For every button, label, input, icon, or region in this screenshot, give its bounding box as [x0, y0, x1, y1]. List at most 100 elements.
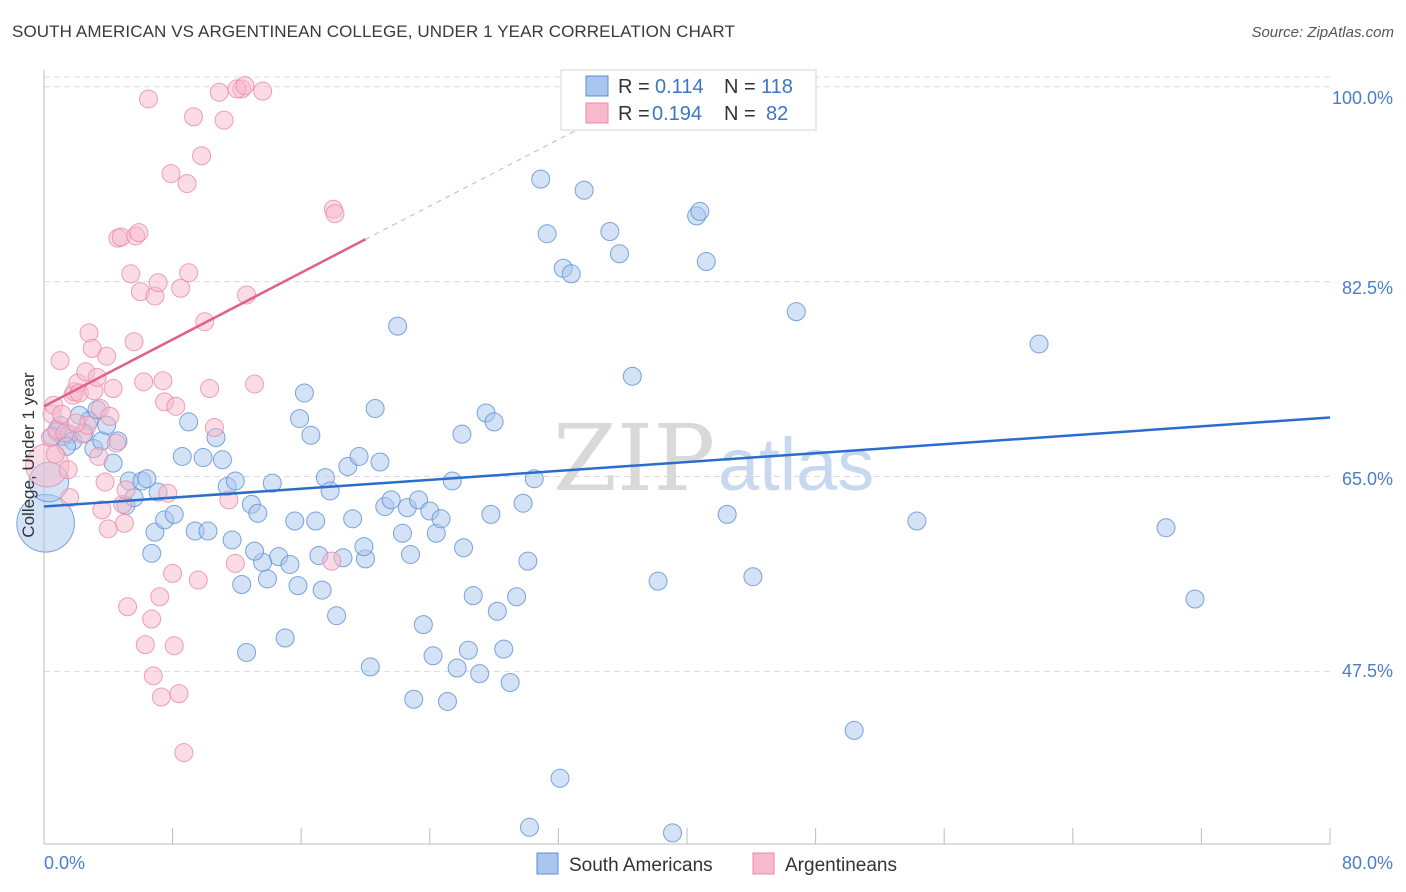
series-swatch-argentineans	[752, 852, 775, 875]
trend-lines	[43, 114, 1331, 508]
data-point	[537, 224, 557, 244]
data-point	[219, 490, 239, 510]
data-point	[58, 460, 78, 480]
data-point	[225, 471, 245, 491]
data-point	[177, 174, 197, 194]
data-point	[458, 640, 478, 660]
chart-title: SOUTH AMERICAN VS ARGENTINEAN COLLEGE, U…	[12, 22, 735, 41]
data-point	[192, 146, 212, 166]
data-point	[163, 563, 183, 583]
x-ticks	[43, 828, 1331, 844]
data-point	[193, 448, 213, 468]
data-point	[169, 684, 189, 704]
data-point	[494, 639, 514, 659]
data-point	[60, 488, 80, 508]
data-point	[519, 817, 539, 837]
data-point	[164, 504, 184, 524]
watermark-atlas: atlas	[718, 423, 874, 506]
y-tick-label: 47.5%	[1342, 661, 1393, 681]
data-point	[404, 689, 424, 709]
y-tick-label: 65.0%	[1342, 469, 1393, 489]
data-point	[66, 413, 86, 433]
data-point	[45, 444, 65, 464]
data-point	[487, 601, 507, 621]
trend-line-south-americans	[43, 416, 1331, 508]
data-point	[360, 657, 380, 677]
data-point	[531, 169, 551, 189]
data-point	[198, 521, 218, 541]
legend-r-label: R =	[618, 103, 650, 125]
data-point	[137, 469, 157, 489]
data-point	[690, 201, 710, 221]
legend-swatch-blue	[585, 75, 609, 97]
data-point	[413, 615, 433, 635]
data-point	[600, 221, 620, 241]
data-point	[98, 519, 118, 539]
data-point	[454, 538, 474, 558]
data-point	[164, 636, 184, 656]
data-point	[518, 551, 538, 571]
data-point	[437, 691, 457, 711]
y-tick-label: 82.5%	[1342, 278, 1393, 298]
data-point	[507, 587, 527, 607]
data-point	[103, 379, 123, 399]
data-point	[151, 687, 171, 707]
series-swatch-south-americans	[536, 852, 559, 875]
data-point	[248, 503, 268, 523]
data-point	[325, 204, 345, 224]
data-point	[550, 768, 570, 788]
series-label-south-americans: South Americans	[569, 855, 713, 876]
data-point	[907, 511, 927, 531]
data-point	[212, 450, 232, 470]
data-point	[392, 523, 412, 543]
data-point	[214, 110, 234, 130]
data-point	[188, 570, 208, 590]
data-point	[447, 658, 467, 678]
data-point	[200, 379, 220, 399]
data-point	[172, 446, 192, 466]
data-point	[648, 571, 668, 591]
data-point	[322, 551, 342, 571]
data-point	[290, 409, 310, 429]
data-point	[124, 332, 144, 352]
data-point	[320, 481, 340, 501]
legend-n-value: 82	[766, 103, 788, 125]
data-point	[262, 473, 282, 493]
data-point	[171, 278, 191, 298]
data-point	[235, 76, 255, 96]
data-point	[1029, 334, 1049, 354]
data-point	[354, 537, 374, 557]
data-point	[513, 493, 533, 513]
legend-n-label: N =	[724, 76, 756, 98]
data-point	[114, 513, 134, 533]
data-point	[135, 635, 155, 655]
data-point	[257, 569, 277, 589]
data-point	[452, 424, 472, 444]
data-point	[370, 452, 390, 472]
south-americans-points	[16, 169, 1205, 843]
legend: R = 0.114 N = 118 R = 0.194 N = 82	[560, 69, 817, 131]
trend-line-argentineans	[43, 238, 367, 408]
data-point	[245, 374, 265, 394]
watermark-zip: ZIP	[553, 405, 715, 512]
data-point	[92, 500, 112, 520]
data-point	[442, 471, 462, 491]
legend-swatch-pink	[585, 102, 609, 124]
data-point	[343, 509, 363, 529]
data-point	[142, 609, 162, 629]
legend-r-label: R =	[618, 76, 650, 98]
data-point	[1156, 518, 1176, 538]
legend-r-value: 0.194	[652, 103, 702, 125]
data-point	[365, 399, 385, 419]
data-point	[743, 567, 763, 587]
x-tick-label-min: 0.0%	[44, 853, 85, 873]
data-point	[717, 504, 737, 524]
data-point	[97, 346, 117, 366]
data-point	[524, 469, 544, 489]
data-point	[166, 396, 186, 416]
x-tick-label-max: 80.0%	[1342, 853, 1393, 873]
data-point	[138, 89, 158, 109]
data-point	[663, 823, 683, 843]
data-point	[622, 366, 642, 386]
